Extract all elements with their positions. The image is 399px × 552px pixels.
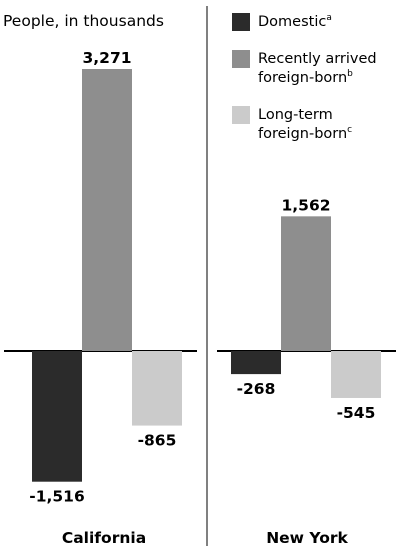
bar-california-series-1 <box>82 69 132 351</box>
y-axis-label: People, in thousands <box>3 12 164 30</box>
value-label: 1,562 <box>281 196 330 214</box>
category-labels-layer: California New York <box>62 529 349 547</box>
legend-footnote-marker: c <box>347 125 352 135</box>
bar-new-york-series-0 <box>231 351 281 375</box>
legend-label: Long-term <box>258 107 333 123</box>
value-label: 3,271 <box>82 49 131 67</box>
bar-california-series-0 <box>32 351 82 482</box>
category-label: New York <box>266 529 348 547</box>
legend-swatch <box>232 106 250 124</box>
bar-california-series-2 <box>132 351 182 426</box>
value-label: -268 <box>237 380 276 398</box>
value-label: -545 <box>337 404 376 422</box>
bars-layer <box>32 69 381 482</box>
value-labels-layer: -1,516 3,271 -865 -268 1,562 -545 <box>29 49 375 506</box>
legend-label: foreign-bornb <box>258 69 353 86</box>
legend-footnote-marker: b <box>347 69 353 79</box>
legend-label: Recently arrived <box>258 51 377 67</box>
legend-label: Domestica <box>258 13 332 30</box>
value-label: -1,516 <box>29 488 84 506</box>
legend-swatch <box>232 50 250 68</box>
legend: Domestica Recently arrived foreign-bornb Lo… <box>232 13 377 142</box>
bar-new-york-series-2 <box>331 351 381 398</box>
category-label: California <box>62 529 146 547</box>
bar-new-york-series-1 <box>281 216 331 351</box>
legend-label: foreign-bornc <box>258 125 352 142</box>
legend-footnote-marker: a <box>326 13 332 23</box>
value-label: -865 <box>138 432 177 450</box>
legend-swatch <box>232 13 250 31</box>
